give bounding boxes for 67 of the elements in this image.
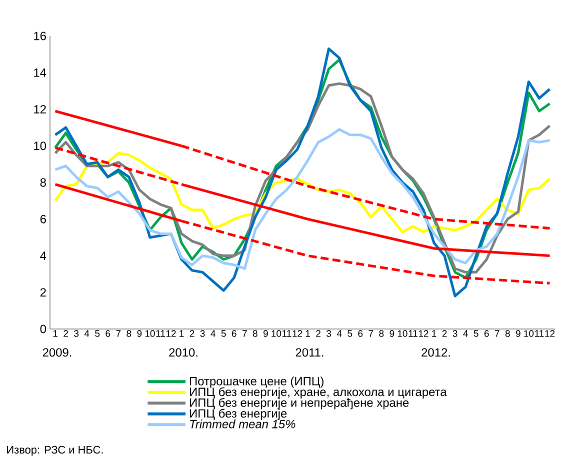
legend-label: ИПЦ без енергије и непрерађене хране — [190, 398, 409, 410]
y-tick-label: 0 — [40, 324, 46, 334]
x-tick-label: 8 — [505, 330, 510, 337]
y-tick-label: 12 — [34, 105, 46, 114]
legend-label: Потрошачке цене (ИПЦ) — [190, 376, 324, 388]
x-tick-label: 7 — [368, 330, 374, 337]
x-tick-label: 3 — [74, 330, 79, 337]
text: Извор: РЗС и НБС. — [7, 446, 103, 456]
x-tick-label: 1 — [180, 330, 184, 337]
x-tick-label: 4 — [463, 330, 468, 337]
x-tick-label: 10 — [398, 330, 408, 337]
y-tick-label: 4 — [40, 252, 46, 260]
y-tick-label: 2 — [40, 288, 46, 297]
x-tick-label: 6 — [232, 330, 236, 337]
x-tick-label: 5 — [474, 330, 478, 337]
x-tick-label: 4 — [210, 330, 216, 337]
x-tick-label: 2 — [190, 330, 194, 337]
legend-label: Trimmed mean 15% — [190, 420, 296, 428]
x-tick-label: 6 — [358, 330, 363, 337]
y-tick-label: 16 — [34, 32, 46, 40]
x-tick-label: 10 — [272, 330, 282, 337]
legend-label: ИПЦ без енергије, хране, алкохола и цигарета — [190, 387, 447, 398]
x-tick-label: 8 — [252, 330, 258, 337]
x-tick-label: 1 — [53, 330, 58, 337]
x-tick-label: 6 — [106, 330, 110, 337]
x-tick-label: 1 — [432, 330, 436, 337]
y-tick-label: 10 — [34, 142, 46, 150]
x-tick-label: 8 — [379, 330, 384, 337]
x-tick-label: 6 — [484, 330, 489, 337]
x-tick-label: 11 — [156, 330, 165, 337]
x-tick-label: 4 — [84, 330, 90, 337]
x-tick-label: 5 — [221, 330, 226, 337]
text: 2010. — [169, 348, 198, 357]
x-tick-label: 4 — [336, 330, 342, 337]
x-tick-label: 2 — [316, 330, 320, 337]
text: 2011. — [296, 348, 324, 357]
x-tick-label: 10 — [145, 330, 155, 337]
x-tick-label: 11 — [408, 330, 418, 337]
x-tick-label: 2 — [442, 330, 447, 337]
legend-label: ИПЦ без енергије — [190, 408, 287, 420]
text: 2009. — [42, 348, 72, 357]
x-tick-label: 1 — [306, 330, 310, 337]
x-tick-label: 5 — [348, 330, 352, 337]
x-tick-label: 9 — [516, 330, 520, 337]
x-tick-label: 9 — [137, 330, 142, 337]
x-tick-label: 3 — [326, 330, 332, 337]
x-tick-label: 12 — [292, 330, 302, 337]
x-tick-label: 12 — [166, 330, 176, 337]
x-tick-label: 8 — [126, 330, 132, 337]
x-tick-label: 7 — [494, 330, 500, 337]
y-tick-label: 8 — [40, 178, 46, 187]
x-tick-label: 7 — [242, 330, 247, 337]
x-tick-label: 3 — [200, 330, 205, 337]
x-tick-label: 9 — [263, 330, 268, 337]
x-tick-label: 9 — [390, 330, 394, 337]
x-tick-label: 2 — [64, 330, 68, 337]
text: 2012. — [422, 348, 450, 357]
x-tick-label: 10 — [524, 330, 534, 337]
y-tick-label: 14 — [34, 68, 46, 77]
x-tick-label: 12 — [418, 330, 428, 337]
y-tick-label: 6 — [40, 214, 46, 224]
x-tick-label: 3 — [452, 330, 458, 337]
x-tick-label: 11 — [535, 330, 544, 337]
x-tick-label: 12 — [545, 330, 555, 337]
x-tick-label: 5 — [95, 330, 100, 337]
x-tick-label: 11 — [282, 330, 292, 337]
x-tick-label: 7 — [116, 330, 121, 337]
